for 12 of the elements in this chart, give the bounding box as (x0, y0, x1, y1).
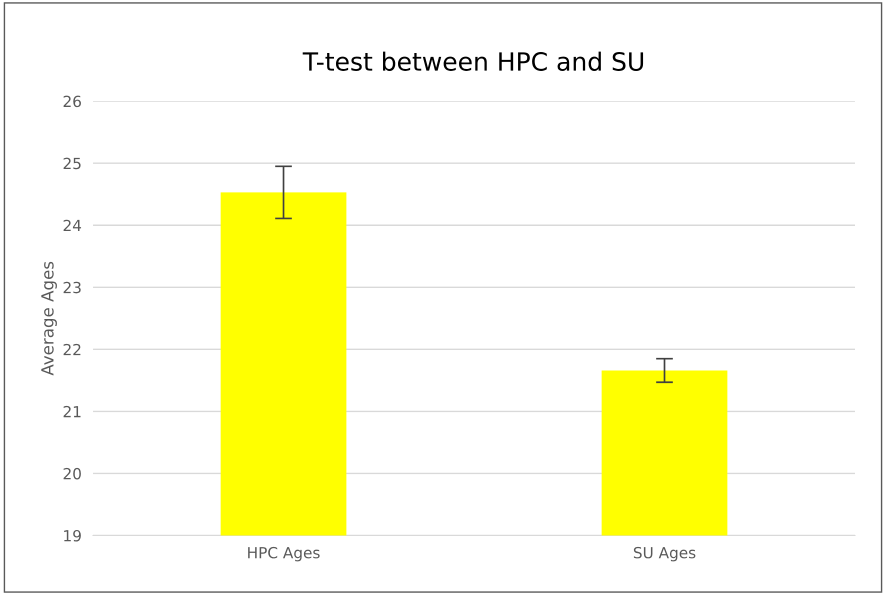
y-tick-label: 19 (64, 530, 81, 542)
y-tick-label: 24 (64, 220, 82, 232)
y-tick-label: 21 (64, 406, 81, 418)
y-tick-label: 20 (64, 468, 81, 480)
y-tick-label: 26 (64, 96, 81, 108)
chart-title: T-test between HPC and SU (302, 52, 644, 71)
x-tick-label: HPC Ages (248, 546, 320, 562)
y-tick-label: 22 (64, 344, 80, 356)
y-tick-label: 23 (64, 282, 81, 294)
x-tick-label: SU Ages (634, 546, 696, 562)
y-tick-label: 25 (64, 158, 81, 170)
y-axis-title: Average Ages (41, 262, 57, 376)
